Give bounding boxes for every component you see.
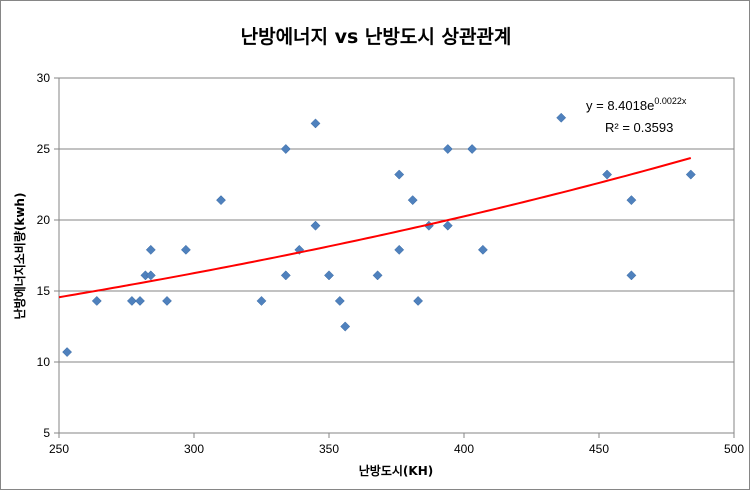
- data-point: [310, 220, 321, 231]
- data-point: [556, 112, 567, 123]
- data-point: [626, 270, 637, 281]
- data-point: [62, 347, 73, 358]
- data-point: [256, 295, 267, 306]
- x-axis-title: 난방도시(KH): [359, 463, 433, 478]
- plot-area-border: [58, 77, 735, 434]
- trendline-r-squared: R² = 0.3593: [605, 120, 673, 135]
- data-point: [324, 270, 334, 281]
- y-tick-label: 25: [37, 142, 51, 156]
- equation-exponent: 0.0022x: [654, 96, 687, 106]
- data-point: [216, 195, 226, 206]
- data-point: [372, 270, 383, 281]
- data-point: [135, 295, 145, 306]
- data-point: [394, 244, 405, 255]
- data-point: [340, 321, 351, 332]
- data-point: [394, 169, 405, 180]
- data-point: [334, 295, 345, 306]
- y-axis-ticks: 5 10 15 20 25 30: [37, 71, 59, 440]
- y-tick-label: 10: [37, 355, 51, 369]
- gridlines: [59, 148, 734, 363]
- x-tick-label: 300: [184, 442, 204, 456]
- data-point: [310, 118, 321, 129]
- y-tick-label: 20: [37, 213, 51, 227]
- y-tick-label: 5: [43, 426, 50, 440]
- x-tick-label: 350: [319, 442, 339, 456]
- y-axis-title: 난방에너지소비량(kwh): [12, 193, 27, 320]
- trendline: [58, 157, 692, 299]
- data-point: [626, 195, 637, 206]
- data-point: [145, 270, 156, 281]
- data-point: [407, 195, 418, 206]
- data-point: [685, 169, 696, 180]
- data-point: [477, 244, 488, 255]
- data-point: [126, 295, 137, 306]
- data-point: [602, 169, 613, 180]
- data-point: [442, 144, 453, 154]
- y-tick-label: 30: [37, 71, 51, 85]
- data-point: [91, 295, 102, 306]
- x-tick-label: 250: [49, 442, 69, 456]
- data-point: [442, 220, 453, 231]
- data-point: [162, 295, 172, 306]
- trendline-equation: y = 8.4018e0.0022x: [586, 96, 687, 113]
- data-point: [180, 244, 191, 255]
- x-axis-ticks: 250 300 350 400 450 500: [49, 433, 744, 456]
- equation-base: y = 8.4018e: [586, 98, 654, 113]
- data-point: [145, 244, 156, 255]
- data-point: [413, 295, 424, 306]
- x-tick-label: 400: [454, 442, 474, 456]
- data-points: [62, 112, 696, 358]
- data-point: [467, 144, 478, 154]
- x-tick-label: 500: [724, 442, 744, 456]
- data-point: [280, 144, 291, 154]
- data-point: [280, 270, 291, 281]
- x-tick-label: 450: [589, 442, 609, 456]
- y-tick-label: 15: [37, 284, 51, 298]
- chart-title: 난방에너지 vs 난방도시 상관관계: [241, 26, 512, 48]
